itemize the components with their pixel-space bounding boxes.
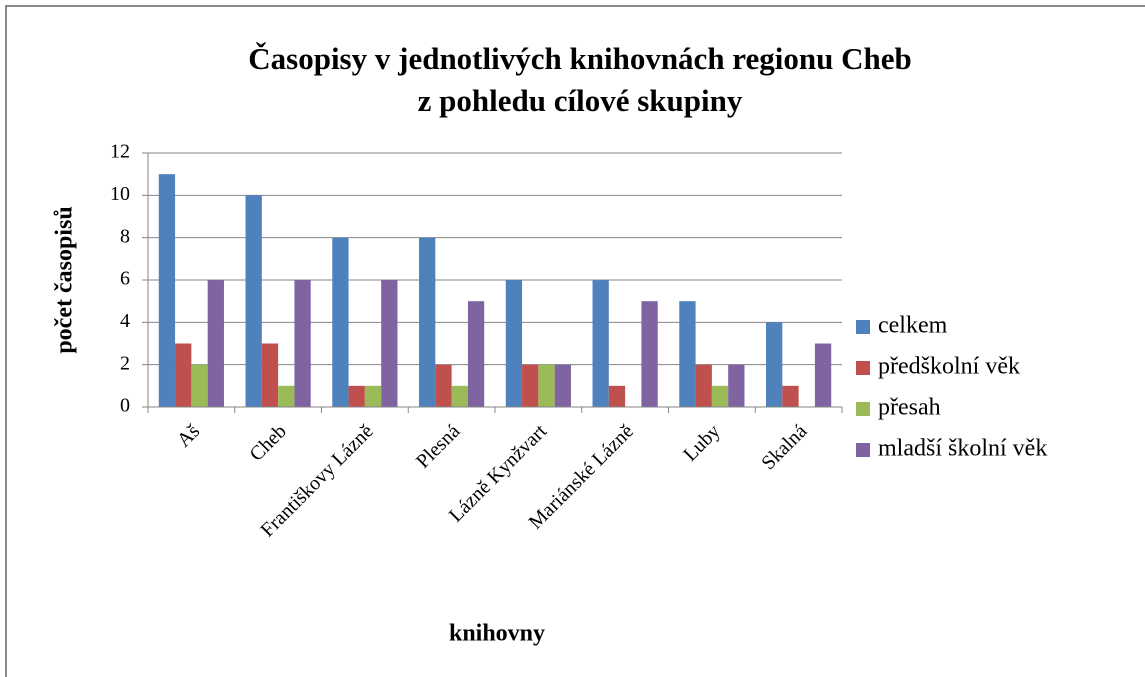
y-tick-label: 10 — [110, 183, 130, 205]
bar — [381, 280, 398, 407]
bar — [592, 280, 609, 407]
bar — [814, 343, 832, 407]
bar — [191, 364, 208, 407]
bar — [554, 364, 571, 407]
bar — [175, 343, 192, 407]
legend-label: celkem — [878, 313, 948, 339]
bar — [278, 385, 295, 407]
y-tick-label: 6 — [120, 268, 130, 290]
bar — [261, 343, 279, 407]
bar — [467, 301, 485, 407]
y-axis-label: počet časopisů — [52, 206, 78, 353]
bar — [641, 301, 658, 407]
x-axis-label: knihovny — [449, 621, 545, 647]
legend-swatch — [856, 402, 870, 416]
bar — [245, 195, 262, 407]
bar — [766, 322, 783, 407]
chart-frame — [5, 5, 1145, 677]
legend-label: přesah — [878, 395, 941, 421]
bar — [608, 385, 626, 407]
legend-swatch — [856, 443, 870, 457]
bar — [348, 385, 365, 407]
bar — [505, 280, 523, 407]
bar — [782, 385, 799, 407]
bar — [522, 364, 539, 407]
bar — [451, 385, 468, 407]
bar — [538, 364, 555, 407]
bar — [294, 280, 311, 407]
y-tick-label: 4 — [120, 310, 130, 332]
legend-swatch — [856, 361, 870, 375]
bar — [679, 301, 696, 407]
chart-title: Časopisy v jednotlivých knihovnách regio… — [248, 41, 912, 76]
y-tick-label: 12 — [110, 141, 130, 163]
bar — [695, 364, 712, 407]
bar — [332, 237, 349, 407]
bar — [435, 364, 452, 407]
bar — [158, 174, 176, 407]
legend-swatch — [856, 320, 870, 334]
y-tick-label: 2 — [120, 352, 130, 374]
bar — [364, 385, 382, 407]
y-tick-label: 0 — [120, 395, 130, 417]
legend-label: předškolní věk — [878, 354, 1020, 380]
chart-subtitle: z pohledu cílové skupiny — [418, 83, 743, 118]
legend-label: mladší školní věk — [878, 436, 1047, 462]
bar — [728, 364, 745, 407]
bar — [419, 237, 436, 407]
bar — [711, 385, 729, 407]
y-tick-label: 8 — [120, 225, 130, 247]
bar — [207, 280, 224, 407]
